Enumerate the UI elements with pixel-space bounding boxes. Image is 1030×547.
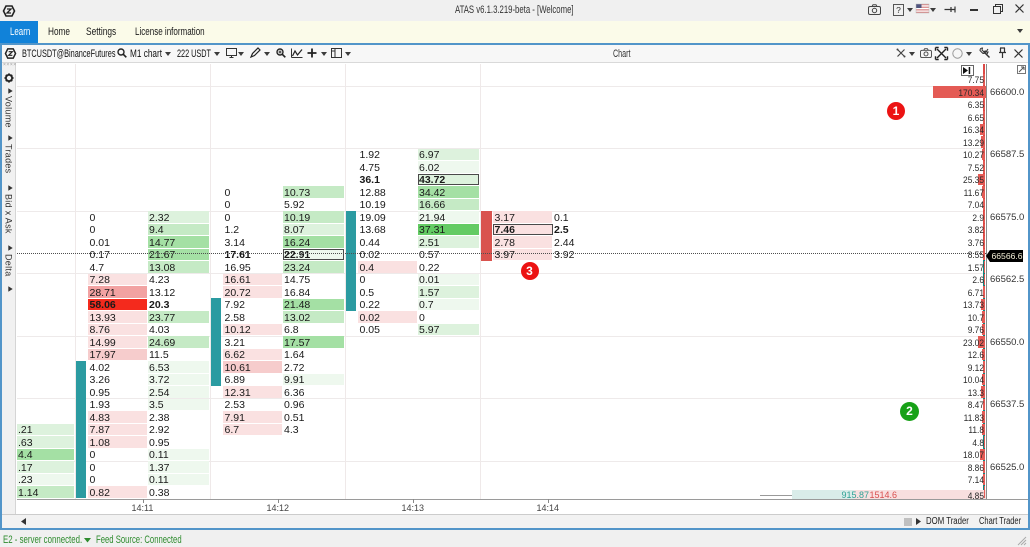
svg-text:66566.6: 66566.6: [992, 251, 1023, 261]
